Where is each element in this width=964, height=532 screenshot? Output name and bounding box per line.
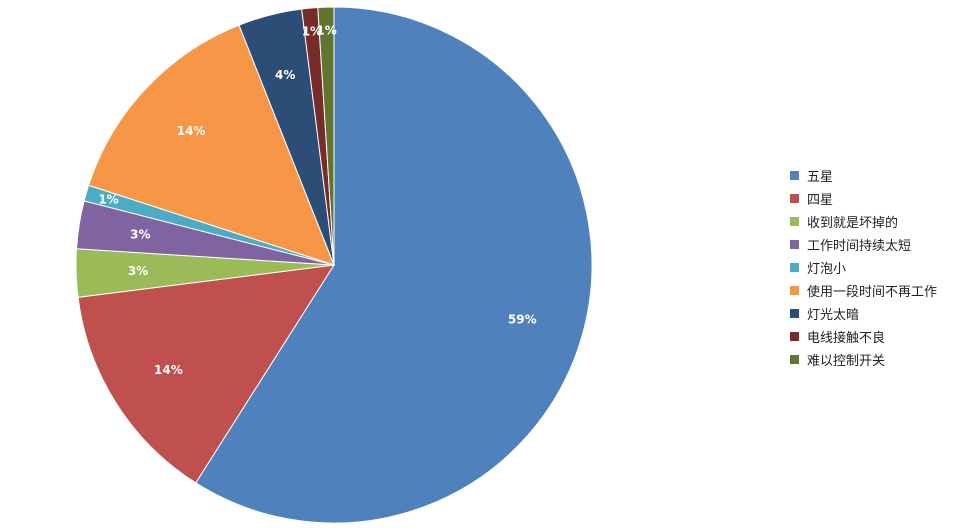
legend-label: 灯光太暗 xyxy=(807,308,860,323)
legend-swatch xyxy=(790,263,799,272)
legend-item: 五星 xyxy=(790,164,937,187)
data-label: 3% xyxy=(130,227,150,241)
legend-label: 电线接触不良 xyxy=(807,331,886,346)
legend-swatch xyxy=(790,332,799,341)
legend-swatch xyxy=(790,309,799,318)
legend-label: 使用一段时间不再工作 xyxy=(807,285,938,300)
legend-item: 灯泡小 xyxy=(790,256,937,279)
pie-slice xyxy=(87,24,335,266)
legend: 五星四星收到就是坏掉的 工作时间持续太短 灯泡小使用一段时间不再工作 灯光太暗电线接触… xyxy=(790,164,937,371)
legend-label: 四星 xyxy=(807,193,834,208)
legend-swatch xyxy=(790,240,799,249)
legend-swatch xyxy=(790,286,799,295)
legend-item: 收到就是坏掉的 xyxy=(790,210,937,233)
legend-item: 灯光太暗 xyxy=(790,302,937,325)
data-label: 14% xyxy=(154,363,183,377)
legend-item: 电线接触不良 xyxy=(790,325,937,348)
legend-swatch xyxy=(790,217,799,226)
data-label: 3% xyxy=(128,264,148,278)
data-label: 1% xyxy=(302,24,322,38)
pie-slice xyxy=(317,6,335,266)
legend-label: 难以控制开关 xyxy=(807,354,886,369)
data-label: 59% xyxy=(508,313,537,327)
legend-item: 四星 xyxy=(790,187,937,210)
legend-item: 工作时间持续太短 xyxy=(790,233,937,256)
legend-swatch xyxy=(790,194,799,203)
data-label: 14% xyxy=(177,124,206,138)
legend-swatch xyxy=(790,355,799,364)
data-label: 1% xyxy=(98,193,118,207)
legend-label: 工作时间持续太短 xyxy=(807,239,912,254)
pie-slice xyxy=(195,6,593,524)
data-label: 1% xyxy=(316,23,336,37)
data-label: 4% xyxy=(275,68,295,82)
legend-item: 使用一段时间不再工作 xyxy=(790,279,937,302)
legend-label: 收到就是坏掉的 xyxy=(807,216,899,231)
legend-swatch xyxy=(790,171,799,180)
legend-label: 五星 xyxy=(807,170,834,185)
pie-slice xyxy=(77,264,335,484)
legend-item: 难以控制开关 xyxy=(790,348,937,371)
legend-label: 灯泡小 xyxy=(807,262,847,277)
